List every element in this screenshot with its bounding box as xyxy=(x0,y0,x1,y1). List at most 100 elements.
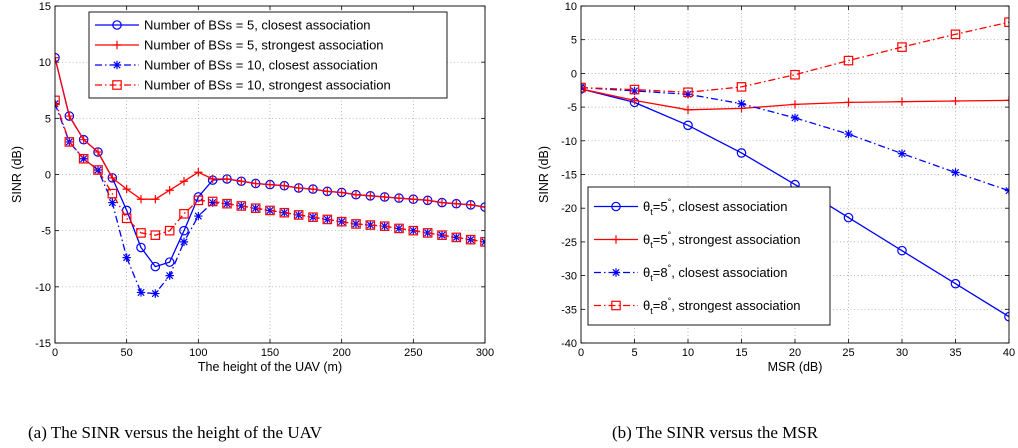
data-point xyxy=(64,137,75,147)
data-point xyxy=(79,135,88,144)
data-point xyxy=(108,198,117,207)
data-point xyxy=(581,82,586,93)
data-point xyxy=(222,198,232,209)
data-point xyxy=(790,69,800,80)
data-point xyxy=(351,219,361,229)
legend-swatch-marker xyxy=(112,60,122,70)
data-point xyxy=(843,55,854,66)
x-tick-label: 15 xyxy=(735,347,747,359)
data-point xyxy=(251,179,260,188)
data-point xyxy=(322,214,333,225)
x-tick-label: 100 xyxy=(189,347,207,359)
y-tick-label: -15 xyxy=(35,338,51,350)
y-tick-label: -20 xyxy=(561,203,577,215)
data-point xyxy=(265,205,275,216)
x-tick-label: 150 xyxy=(261,347,279,359)
y-axis-title: SINR (dB) xyxy=(537,146,551,203)
data-point xyxy=(337,188,346,197)
data-point xyxy=(366,191,375,201)
data-point xyxy=(380,192,389,202)
legend-swatch-marker xyxy=(112,20,122,30)
x-tick-label: 25 xyxy=(842,347,854,359)
data-point xyxy=(265,180,275,189)
data-point xyxy=(897,42,907,52)
data-point xyxy=(107,188,118,199)
data-point xyxy=(365,220,376,230)
data-point xyxy=(844,98,853,107)
data-point xyxy=(630,86,639,96)
legend-entry-2: Number of BSs = 5, strongest association xyxy=(144,38,384,53)
data-point xyxy=(122,184,131,194)
data-point xyxy=(409,195,418,204)
data-point xyxy=(122,253,131,262)
data-point xyxy=(279,207,290,218)
data-point xyxy=(78,153,89,164)
data-point xyxy=(79,154,88,163)
data-point xyxy=(136,242,146,253)
legend-entry-4: Number of BSs = 10, strongest associatio… xyxy=(144,78,391,93)
data-point xyxy=(629,84,640,95)
y-tick-label: -30 xyxy=(561,271,577,283)
data-point xyxy=(65,111,74,121)
data-point xyxy=(179,177,189,186)
data-point xyxy=(164,225,175,236)
data-point xyxy=(466,200,475,210)
data-point xyxy=(151,195,160,204)
data-point xyxy=(150,230,161,240)
series-line xyxy=(55,100,485,243)
x-tick-label: 50 xyxy=(121,347,133,359)
data-point xyxy=(293,210,304,220)
data-point xyxy=(408,225,419,236)
x-tick-label: 300 xyxy=(476,347,494,359)
x-tick-label: 35 xyxy=(949,347,961,359)
data-point xyxy=(121,213,132,224)
data-point xyxy=(193,195,204,206)
series-line xyxy=(581,21,1009,93)
data-point xyxy=(437,230,447,240)
data-point xyxy=(790,100,800,109)
data-point xyxy=(164,257,175,267)
y-tick-label: -10 xyxy=(561,136,577,148)
data-point xyxy=(136,195,146,204)
data-point xyxy=(194,211,203,221)
data-point xyxy=(280,181,289,190)
legend-box xyxy=(587,186,831,326)
data-point xyxy=(581,84,586,94)
data-point xyxy=(237,177,246,186)
data-point xyxy=(950,278,961,289)
data-point xyxy=(951,96,960,106)
data-point xyxy=(136,288,146,297)
data-point xyxy=(136,228,146,238)
series-4 xyxy=(581,17,1009,98)
chart-sinr-vs-height: 0 50 100 150 200 250 300 -15 -10 -5 0 5 10 15 The heig… xyxy=(10,1,494,374)
data-point xyxy=(208,198,217,207)
data-point xyxy=(236,201,247,211)
data-point xyxy=(250,203,261,213)
data-point xyxy=(394,223,404,234)
data-point xyxy=(55,95,60,106)
x-axis-title: MSR (dB) xyxy=(768,360,823,374)
y-tick-label: 15 xyxy=(39,1,51,13)
data-point xyxy=(93,165,103,175)
x-tick-label: 40 xyxy=(1003,347,1015,359)
data-point xyxy=(394,193,404,203)
legend-entry-1: θt=5°, closest association xyxy=(643,197,788,217)
ticks: 0 5 10 15 20 25 30 35 40 -40 -35 -30 -25 -20 -15 -10 -5 0… xyxy=(561,1,1015,359)
data-point xyxy=(897,245,907,256)
data-point xyxy=(452,199,461,208)
data-point xyxy=(897,97,907,106)
legend-swatch-marker xyxy=(611,235,621,244)
data-point xyxy=(683,87,693,98)
y-tick-label: -40 xyxy=(561,338,577,350)
legend-entry-4: θt=8°, strongest association xyxy=(643,296,801,316)
legend-swatch-marker xyxy=(611,268,621,277)
y-tick-label: -35 xyxy=(561,304,577,316)
data-point xyxy=(179,209,189,219)
legend-box xyxy=(88,11,448,99)
data-point xyxy=(93,147,103,157)
y-tick-label: 10 xyxy=(565,1,577,13)
x-tick-label: 0 xyxy=(52,347,58,359)
y-axis-title: SINR (dB) xyxy=(10,146,24,203)
legend-entry-2: θt=5°, strongest association xyxy=(643,230,801,250)
data-point xyxy=(950,29,961,40)
